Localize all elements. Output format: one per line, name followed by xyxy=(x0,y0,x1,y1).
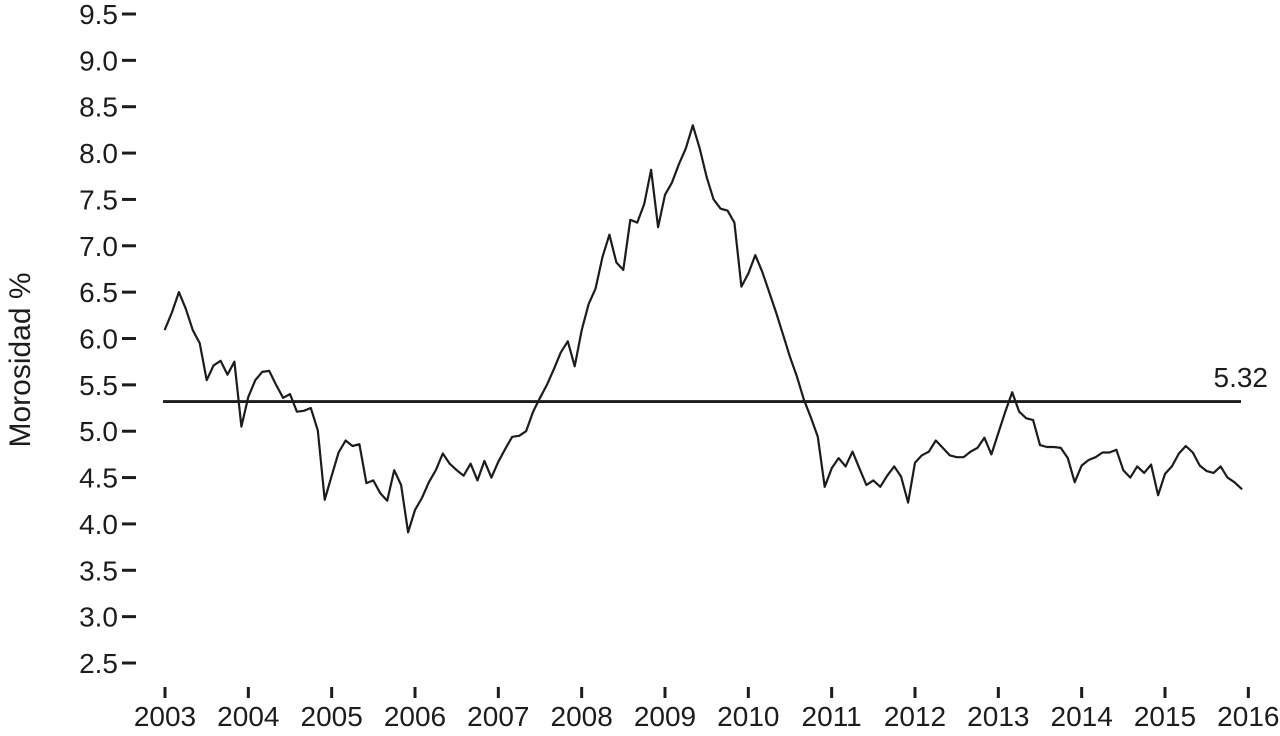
y-axis-title: Morosidad % xyxy=(4,272,37,447)
y-tick-label: 7.5 xyxy=(79,184,118,215)
y-tick-label: 4.5 xyxy=(79,463,118,494)
y-tick-label: 4.0 xyxy=(79,509,118,540)
y-tick-label: 8.5 xyxy=(79,92,118,123)
reference-line-label: 5.32 xyxy=(1214,362,1269,393)
y-tick-label: 3.5 xyxy=(79,555,118,586)
y-tick-label: 3.0 xyxy=(79,602,118,633)
y-tick-label: 2.5 xyxy=(79,648,118,679)
x-tick-label: 2011 xyxy=(802,701,862,732)
x-tick-label: 2005 xyxy=(301,701,363,732)
y-tick-label: 7.0 xyxy=(79,231,118,262)
x-tick-label: 2009 xyxy=(634,701,696,732)
x-tick-label: 2013 xyxy=(967,701,1029,732)
x-tick-label: 2008 xyxy=(551,701,613,732)
x-tick-label: 2004 xyxy=(217,701,279,732)
x-tick-label: 2007 xyxy=(467,701,529,732)
x-tick-label: 2012 xyxy=(884,701,946,732)
x-tick-label: 2014 xyxy=(1051,701,1113,732)
x-tick-label: 2015 xyxy=(1134,701,1196,732)
x-tick-label: 2006 xyxy=(384,701,446,732)
y-tick-label: 5.0 xyxy=(79,416,118,447)
y-tick-label: 8.0 xyxy=(79,138,118,169)
y-tick-label: 5.5 xyxy=(79,370,118,401)
data-line xyxy=(163,124,1243,534)
y-tick-label: 9.0 xyxy=(79,45,118,76)
y-tick-label: 9.5 xyxy=(79,0,118,30)
x-tick-label: 2010 xyxy=(717,701,779,732)
x-tick-label: 2016 xyxy=(1217,701,1279,732)
chart-generated-layer: 2.5 3.0 3.5 4.0 4.5 5.0 5.5 6.0 6.5 7.0 7.5 8.0 8.5 9… xyxy=(79,0,1279,732)
x-tick-label: 2003 xyxy=(134,701,196,732)
y-tick-label: 6.0 xyxy=(79,323,118,354)
y-tick-label: 6.5 xyxy=(79,277,118,308)
